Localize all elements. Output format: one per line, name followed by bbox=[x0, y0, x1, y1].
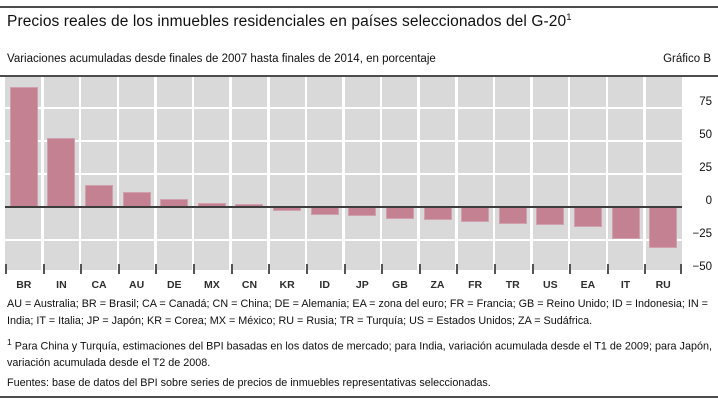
bar-AU bbox=[122, 192, 151, 207]
chart-title: Precios reales de los inmuebles residenc… bbox=[7, 12, 572, 31]
category-tick-15 bbox=[569, 264, 572, 274]
category-label-CN: CN bbox=[241, 279, 258, 291]
gridline-x-6 bbox=[229, 77, 232, 270]
zero-axis-line bbox=[5, 206, 682, 208]
bar-chart-plot-area bbox=[5, 77, 682, 274]
category-label-EA: EA bbox=[580, 279, 596, 291]
category-label-IT: IT bbox=[620, 279, 631, 291]
bar-GB bbox=[385, 207, 414, 219]
y-tick-label--25: −25 bbox=[692, 228, 712, 240]
y-tick-label--50: −50 bbox=[692, 261, 712, 273]
top-divider bbox=[0, 6, 718, 8]
bar-US bbox=[536, 207, 565, 226]
y-tick-label-75: 75 bbox=[699, 96, 712, 108]
bar-TR bbox=[498, 207, 527, 225]
gridline-x-5 bbox=[191, 77, 195, 270]
gridline-x-3 bbox=[116, 77, 120, 270]
bar-IN bbox=[47, 138, 76, 207]
category-label-AU: AU bbox=[129, 279, 145, 291]
category-tick-14 bbox=[531, 264, 534, 274]
category-label-US: US bbox=[543, 279, 558, 291]
bar-EA bbox=[573, 207, 602, 227]
category-tick-12 bbox=[456, 264, 459, 274]
gridline-x-14 bbox=[530, 77, 533, 270]
subtitle-row: Variaciones acumuladas desde finales de … bbox=[7, 53, 711, 65]
category-label-IN: IN bbox=[56, 279, 67, 291]
footnote-body: Para China y Turquía, estimaciones del B… bbox=[7, 340, 712, 370]
category-tick-17 bbox=[644, 264, 647, 274]
category-tick-8 bbox=[305, 264, 308, 274]
bar-RU bbox=[649, 207, 678, 248]
gridline-x-4 bbox=[154, 77, 157, 270]
category-label-BR: BR bbox=[16, 279, 32, 291]
category-tick-11 bbox=[418, 264, 421, 274]
gridline-x-11 bbox=[417, 77, 420, 270]
y-tick-label-25: 25 bbox=[699, 162, 712, 174]
sources-line: Fuentes: base de datos del BPI sobre ser… bbox=[7, 377, 491, 389]
category-tick-4 bbox=[155, 264, 158, 274]
category-tick-5 bbox=[193, 264, 196, 274]
chart-subtitle: Variaciones acumuladas desde finales de … bbox=[7, 53, 436, 65]
gridline-x-13 bbox=[492, 77, 496, 270]
gridline-x-15 bbox=[567, 77, 571, 270]
gridline-x-8 bbox=[304, 77, 308, 270]
title-footnote-marker: 1 bbox=[566, 12, 572, 23]
category-label-CA: CA bbox=[91, 279, 107, 291]
bar-ID bbox=[310, 207, 339, 215]
gridline-x-2 bbox=[78, 77, 82, 270]
category-label-DE: DE bbox=[166, 279, 182, 291]
footnote: 1 Para China y Turquía, estimaciones del… bbox=[7, 334, 714, 372]
y-tick-label-50: 50 bbox=[699, 129, 712, 141]
subtitle-divider bbox=[0, 75, 718, 77]
bar-FR bbox=[461, 207, 490, 222]
category-tick-3 bbox=[117, 264, 120, 274]
gridline-x-12 bbox=[455, 77, 458, 270]
category-tick-7 bbox=[268, 264, 271, 274]
category-tick-13 bbox=[493, 264, 496, 274]
chart-label: Gráfico B bbox=[663, 53, 711, 65]
footnote-marker: 1 bbox=[7, 337, 12, 347]
category-label-ZA: ZA bbox=[430, 279, 445, 291]
bar-CA bbox=[85, 184, 114, 207]
gridline-x-17 bbox=[643, 77, 646, 270]
category-label-MX: MX bbox=[203, 279, 220, 291]
chart-title-text: Precios reales de los inmuebles residenc… bbox=[7, 13, 567, 31]
y-tick-label-0: 0 bbox=[705, 195, 712, 207]
category-tick-18 bbox=[680, 264, 682, 274]
category-tick-2 bbox=[80, 264, 83, 274]
category-label-GB: GB bbox=[392, 279, 408, 291]
category-label-JP: JP bbox=[355, 279, 369, 291]
category-tick-1 bbox=[42, 264, 45, 274]
category-label-TR: TR bbox=[505, 279, 520, 291]
category-tick-0 bbox=[5, 264, 7, 274]
category-tick-16 bbox=[606, 264, 609, 274]
category-tick-6 bbox=[230, 264, 233, 274]
category-label-RU: RU bbox=[655, 279, 671, 291]
country-code-legend: AU = Australia; BR = Brasil; CA = Canadá… bbox=[7, 298, 708, 327]
category-tick-9 bbox=[343, 264, 346, 274]
category-tick-10 bbox=[381, 264, 384, 274]
category-label-FR: FR bbox=[468, 279, 483, 291]
gridline-x-7 bbox=[267, 77, 270, 270]
bar-BR bbox=[9, 86, 38, 207]
gridline-x-9 bbox=[342, 77, 345, 270]
gridline-x-10 bbox=[379, 77, 383, 270]
category-label-KR: KR bbox=[279, 279, 295, 291]
bottom-divider bbox=[0, 396, 718, 398]
category-label-ID: ID bbox=[319, 279, 330, 291]
gridline-x-16 bbox=[605, 77, 609, 270]
bar-JP bbox=[348, 207, 377, 217]
bar-ZA bbox=[423, 207, 452, 221]
bar-IT bbox=[611, 207, 640, 239]
gridline-x-1 bbox=[41, 77, 44, 270]
